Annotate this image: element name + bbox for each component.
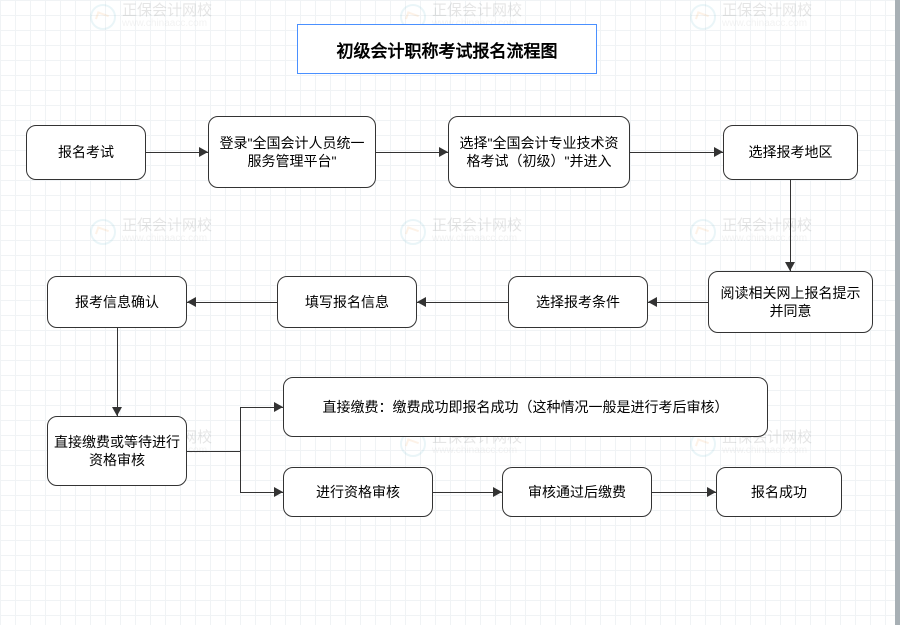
edge [240,407,241,492]
watermark: 正保会计网校www.chinaacc.com [90,218,212,245]
flowchart-node: 报名考试 [26,125,146,180]
arrow-head [112,407,122,416]
flowchart-node: 报考信息确认 [47,276,187,328]
flowchart-node: 选择报考条件 [508,276,648,328]
edge [117,328,118,416]
flowchart-node: 选择"全国会计专业技术资格考试（初级）"并进入 [448,116,630,188]
flowchart-node: 直接缴费或等待进行资格审核 [47,416,187,486]
flowchart-node: 选择报考地区 [723,125,858,180]
watermark: 正保会计网校www.chinaacc.com [690,218,812,245]
flowchart-node: 审核通过后缴费 [502,467,652,517]
edge [417,302,508,303]
arrow-head [439,147,448,157]
flowchart-node: 填写报名信息 [277,276,417,328]
edge [187,302,277,303]
arrow-head [493,487,502,497]
flowchart-node: 阅读相关网上报名提示并同意 [708,271,873,333]
arrow-head [648,297,657,307]
edge [790,180,791,271]
edge [376,152,448,153]
edge [630,152,723,153]
edge [648,302,708,303]
arrow-head [187,297,196,307]
edge [187,451,240,452]
edge [433,492,502,493]
arrow-head [785,262,795,271]
arrow-head [714,147,723,157]
flowchart-node: 直接缴费：缴费成功即报名成功（这种情况一般是进行考后审核） [283,377,768,437]
flowchart-canvas: 正保会计网校www.chinaacc.com 正保会计网校www.chinaacc… [0,0,900,625]
flowchart-title: 初级会计职称考试报名流程图 [297,24,597,74]
watermark: 正保会计网校www.chinaacc.com [690,3,812,30]
arrow-head [199,147,208,157]
arrow-head [274,487,283,497]
flowchart-node: 进行资格审核 [283,467,433,517]
flowchart-node: 登录"全国会计人员统一服务管理平台" [208,116,376,188]
arrow-head [274,402,283,412]
watermark: 正保会计网校www.chinaacc.com [90,3,212,30]
watermark: 正保会计网校www.chinaacc.com [400,218,522,245]
flowchart-node: 报名成功 [716,467,842,517]
arrow-head [707,487,716,497]
arrow-head [417,297,426,307]
